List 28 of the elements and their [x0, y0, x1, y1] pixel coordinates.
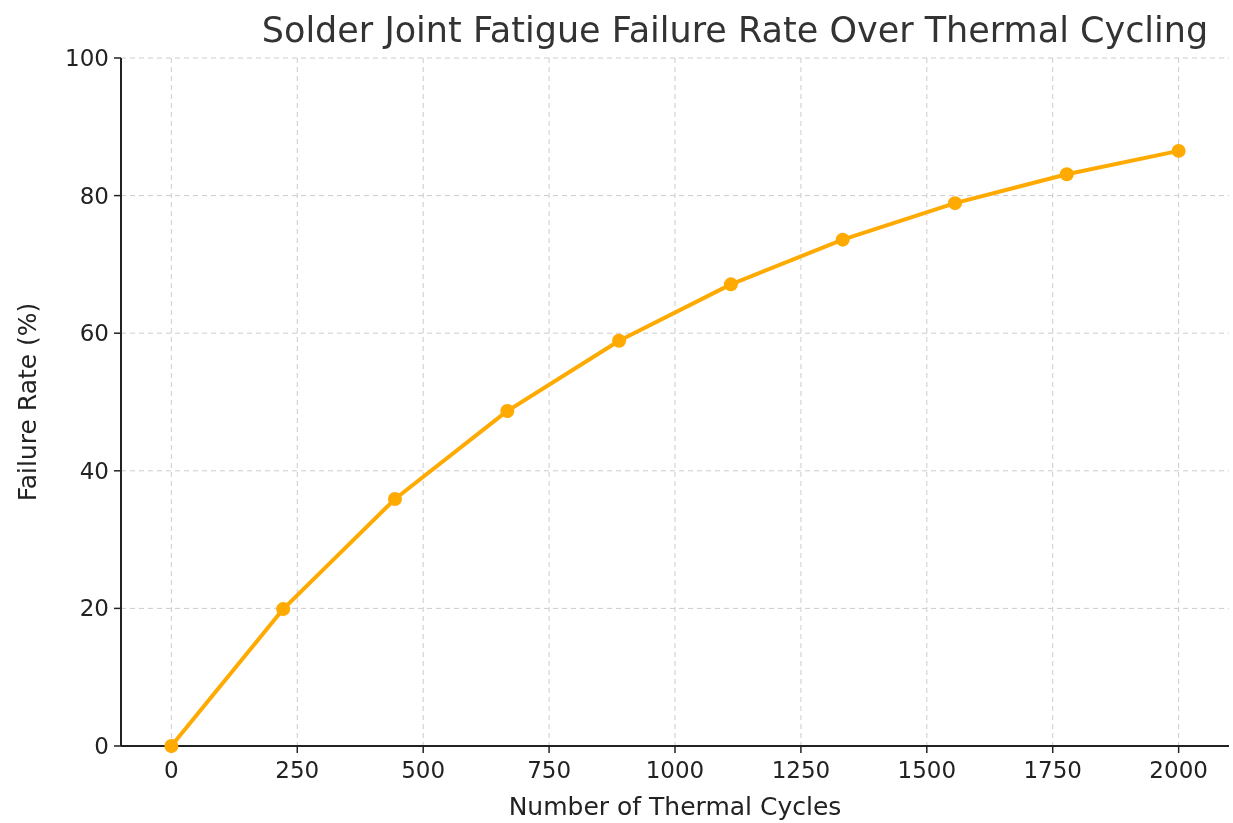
y-tick-label: 40: [79, 457, 109, 484]
x-tick-label: 500: [401, 757, 446, 783]
point: [387, 492, 402, 507]
y-tick-label: 0: [94, 733, 109, 760]
x-tick-label: 250: [275, 757, 320, 783]
point: [723, 277, 738, 292]
chart-title: Solder Joint Fatigue Failure Rate Over Thermal Cycling: [261, 10, 1209, 50]
point: [948, 196, 963, 211]
y-tick-label: 60: [79, 320, 109, 347]
point: [1171, 143, 1186, 158]
x-axis-title: Number of Thermal Cycles: [508, 792, 842, 821]
point: [1059, 167, 1074, 182]
x-tick-label: 1000: [645, 757, 705, 783]
x-tick-label: 1250: [771, 757, 831, 783]
point: [835, 232, 850, 247]
x-tick-label: 750: [527, 757, 572, 783]
x-tick-label: 1750: [1023, 757, 1082, 783]
y-tick-label: 80: [79, 182, 109, 209]
point: [500, 403, 515, 418]
point: [612, 333, 627, 348]
point: [164, 739, 179, 753]
point: [276, 602, 291, 617]
y-tick-label: 100: [65, 45, 109, 72]
x-tick-label: 2000: [1149, 757, 1208, 783]
x-tick-label: 0: [164, 757, 179, 783]
y-tick-label: 20: [79, 595, 109, 622]
y-axis-title: Failure Rate (%): [13, 302, 42, 502]
x-tick-label: 1500: [897, 757, 957, 783]
